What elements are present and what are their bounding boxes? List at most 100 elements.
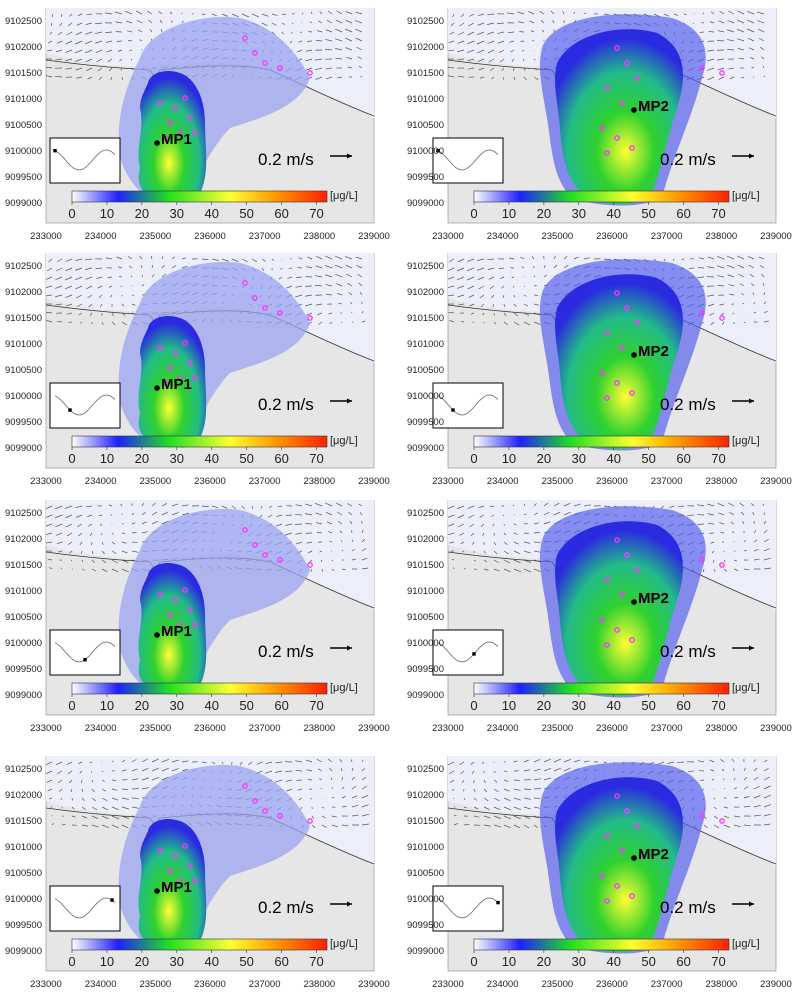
y-tick-label: 9102000	[407, 287, 444, 298]
y-tick-label: 9102000	[407, 42, 444, 53]
colorbar	[71, 682, 328, 695]
scale-label: 0.2 m/s	[660, 395, 716, 414]
y-tick-label: 9100000	[5, 391, 42, 402]
x-tick-label: 238000	[303, 979, 336, 990]
y-tick-label: 9099500	[5, 172, 42, 183]
colorbar-tick-label: 40	[606, 954, 621, 969]
tide-inset	[432, 885, 504, 932]
x-tick-label: 235000	[139, 723, 172, 734]
colorbar-tick-label: 20	[134, 451, 150, 466]
colorbar-tick-label: 70	[711, 451, 726, 466]
colorbar-units-label: [μg/L]	[330, 682, 358, 694]
colorbar-tick-label: 60	[676, 698, 691, 713]
x-tick-label: 235000	[541, 723, 574, 734]
colorbar-tick-label: 30	[169, 954, 185, 969]
x-tick-label: 238000	[705, 231, 738, 242]
monitoring-point-label: MP2	[638, 343, 669, 360]
x-tick-label: 238000	[303, 476, 336, 487]
y-tick-label: 9102500	[5, 261, 42, 272]
colorbar-tick-label: 20	[536, 451, 552, 466]
y-tick-label: 9101000	[407, 586, 444, 597]
y-tick-label: 9099000	[5, 946, 42, 957]
x-tick-label: 233000	[30, 231, 62, 242]
map-panel: 9102500 9102000 9101500 9101000 9100500 91000…	[0, 756, 400, 1006]
colorbar	[473, 190, 730, 203]
colorbar-tick-label: 50	[239, 206, 254, 221]
y-tick-label: 9101000	[5, 339, 42, 350]
scale-label: 0.2 m/s	[258, 642, 314, 661]
colorbar-tick-label: 20	[134, 954, 150, 969]
colorbar-tick-label: 10	[99, 698, 115, 713]
tide-inset	[432, 382, 504, 429]
colorbar-tick-label: 70	[309, 206, 324, 221]
colorbar-tick-label: 0	[470, 451, 478, 466]
x-tick-label: 239000	[760, 723, 792, 734]
y-tick-label: 9102500	[407, 508, 444, 519]
y-tick-label: 9099500	[407, 664, 444, 675]
scale-label: 0.2 m/s	[258, 395, 314, 414]
y-tick-label: 9100000	[5, 146, 42, 157]
x-tick-label: 236000	[596, 476, 628, 487]
y-tick-label: 9102000	[5, 790, 42, 801]
colorbar-tick-label: 0	[470, 954, 478, 969]
x-tick-label: 236000	[596, 723, 628, 734]
x-tick-label: 234000	[84, 476, 117, 487]
x-tick-label: 238000	[303, 231, 336, 242]
y-tick-label: 9102500	[407, 261, 444, 272]
colorbar-units-label: [μg/L]	[330, 190, 358, 202]
y-tick-label: 9102500	[407, 16, 444, 27]
x-tick-label: 239000	[760, 476, 792, 487]
map-plot	[45, 500, 375, 716]
y-tick-label: 9099500	[5, 417, 42, 428]
colorbar-units-label: [μg/L]	[732, 435, 760, 447]
x-tick-label: 234000	[84, 979, 117, 990]
colorbar-tick-label: 60	[676, 954, 691, 969]
y-tick-label: 9099500	[5, 664, 42, 675]
y-tick-label: 9101000	[5, 586, 42, 597]
scale-label: 0.2 m/s	[660, 150, 716, 169]
colorbar-tick-label: 50	[641, 206, 656, 221]
colorbar	[71, 938, 328, 951]
colorbar-tick-label: 50	[641, 954, 656, 969]
x-tick-label: 233000	[432, 476, 464, 487]
colorbar-tick-label: 70	[711, 698, 726, 713]
colorbar-tick-label: 20	[134, 206, 150, 221]
colorbar	[473, 938, 730, 951]
x-tick-label: 233000	[30, 723, 62, 734]
colorbar-tick-label: 40	[606, 698, 621, 713]
x-tick-label: 234000	[486, 723, 519, 734]
colorbar-tick-label: 70	[309, 698, 324, 713]
y-tick-label: 9100000	[407, 894, 444, 905]
colorbar-tick-label: 60	[676, 206, 691, 221]
colorbar-tick-label: 10	[501, 451, 517, 466]
y-tick-label: 9099500	[407, 920, 444, 931]
y-tick-label: 9101000	[5, 94, 42, 105]
y-tick-label: 9099000	[407, 443, 444, 454]
colorbar-units-label: [μg/L]	[732, 190, 760, 202]
x-tick-label: 238000	[705, 723, 738, 734]
monitoring-point-marker	[631, 352, 637, 358]
colorbar	[473, 682, 730, 695]
x-tick-label: 233000	[432, 231, 464, 242]
monitoring-point-label: MP1	[161, 879, 192, 896]
y-tick-label: 9100000	[407, 391, 444, 402]
x-tick-label: 239000	[358, 723, 390, 734]
x-tick-label: 235000	[541, 979, 574, 990]
y-tick-label: 9102500	[5, 508, 42, 519]
tide-inset	[49, 137, 121, 184]
scale-label: 0.2 m/s	[258, 898, 314, 917]
tide-inset	[432, 629, 504, 676]
y-tick-label: 9100500	[407, 365, 444, 376]
colorbar-tick-label: 10	[501, 206, 517, 221]
x-tick-label: 234000	[84, 231, 117, 242]
x-tick-label: 239000	[760, 231, 792, 242]
y-tick-label: 9100000	[407, 638, 444, 649]
y-tick-label: 9101500	[407, 560, 444, 571]
colorbar-tick-label: 30	[169, 451, 185, 466]
y-tick-label: 9102000	[407, 790, 444, 801]
y-tick-label: 9100500	[407, 120, 444, 131]
y-tick-label: 9102000	[407, 534, 444, 545]
map-panel: 9102500 9102000 9101500 9101000 9100500 91000…	[0, 8, 400, 258]
colorbar	[473, 435, 730, 448]
y-tick-label: 9100000	[5, 894, 42, 905]
